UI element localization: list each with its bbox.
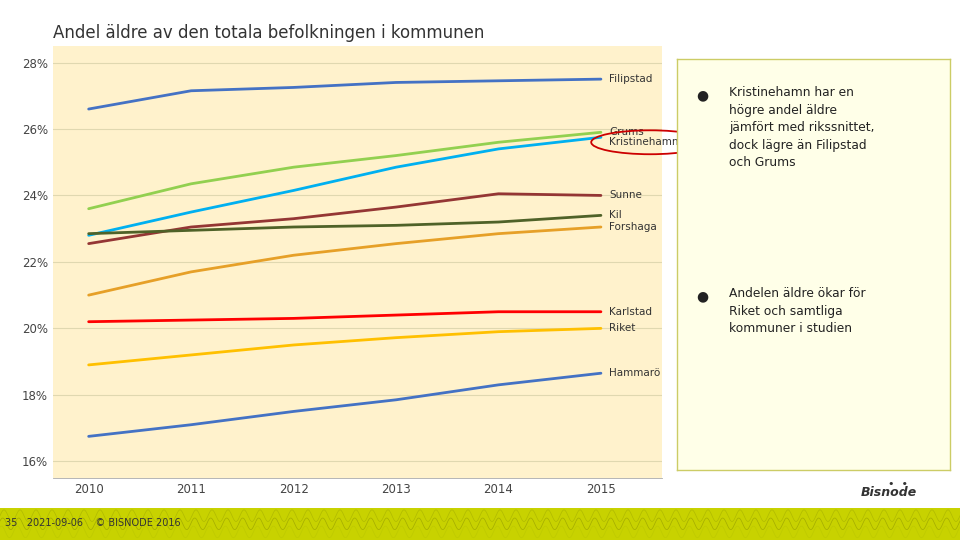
Text: ●: ● bbox=[696, 88, 708, 102]
Text: Karlstad: Karlstad bbox=[610, 307, 652, 317]
Text: Grums: Grums bbox=[610, 127, 644, 137]
Text: ●: ● bbox=[696, 289, 708, 303]
Text: Bisnode: Bisnode bbox=[860, 487, 917, 500]
Text: Sunne: Sunne bbox=[610, 191, 642, 200]
Text: •  •: • • bbox=[888, 478, 908, 489]
Text: 35   2021-09-06    © BISNODE 2016: 35 2021-09-06 © BISNODE 2016 bbox=[5, 518, 180, 528]
Text: Riket: Riket bbox=[610, 323, 636, 333]
Text: Andelen äldre ökar för
Riket och samtliga
kommuner i studien: Andelen äldre ökar för Riket och samtlig… bbox=[729, 287, 865, 335]
Text: Hammarö: Hammarö bbox=[610, 368, 660, 378]
Text: Kil: Kil bbox=[610, 211, 622, 220]
Text: Forshaga: Forshaga bbox=[610, 222, 657, 232]
Text: Filipstad: Filipstad bbox=[610, 74, 653, 84]
Text: Kristinehamn: Kristinehamn bbox=[610, 137, 679, 147]
Text: Kristinehamn har en
högre andel äldre
jämfört med rikssnittet,
dock lägre än Fil: Kristinehamn har en högre andel äldre jä… bbox=[729, 86, 875, 169]
Text: Andel äldre av den totala befolkningen i kommunen: Andel äldre av den totala befolkningen i… bbox=[53, 24, 484, 42]
